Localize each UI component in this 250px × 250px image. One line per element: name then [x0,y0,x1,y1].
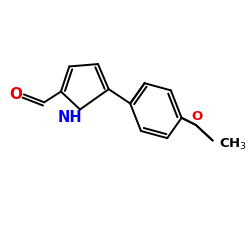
Text: NH: NH [58,110,82,125]
Text: CH$_3$: CH$_3$ [218,136,247,152]
Text: O: O [10,87,23,102]
Text: O: O [192,110,203,123]
